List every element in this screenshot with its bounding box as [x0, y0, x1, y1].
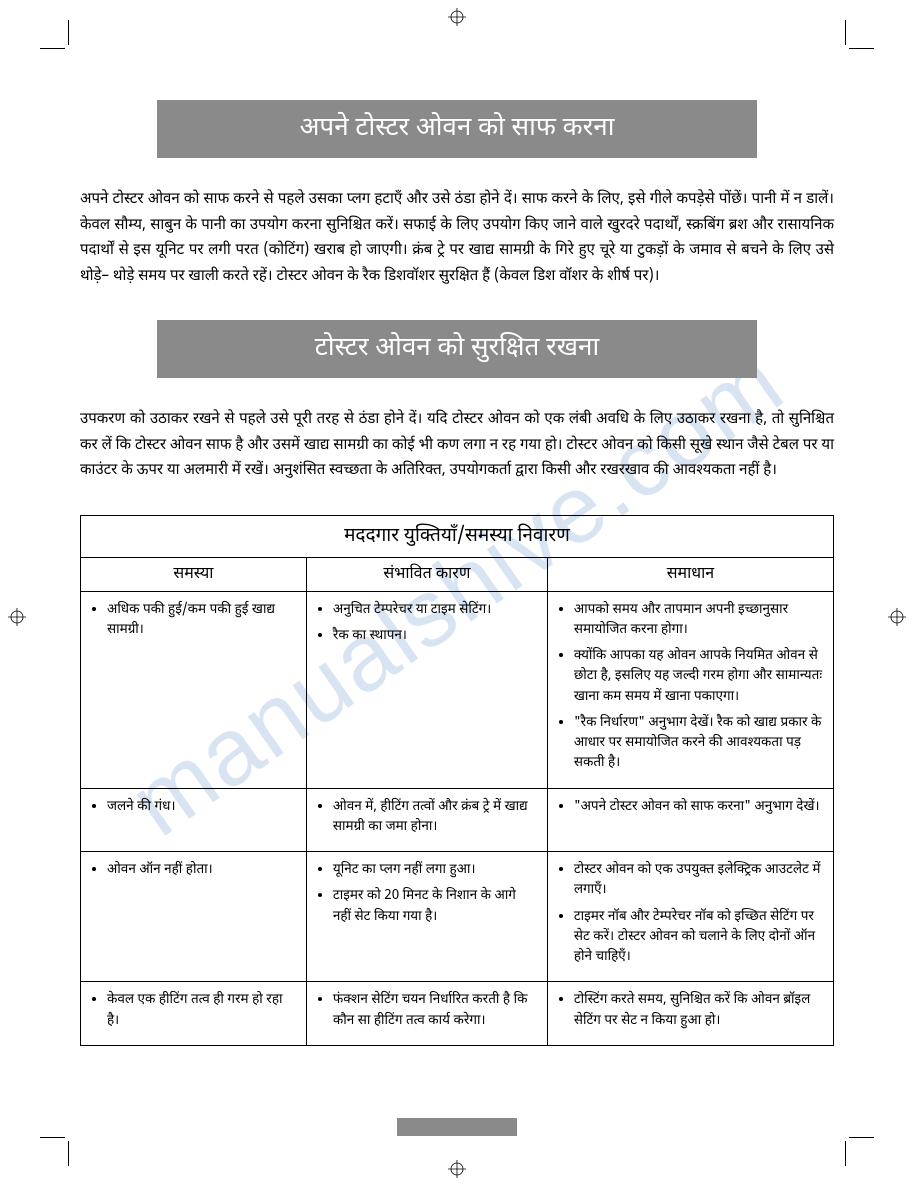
list-item: क्योंकि आपका यह ओवन आपके नियमित ओवन से छ…	[574, 646, 823, 707]
table-cell-solution: आपको समय और तापमान अपनी इच्छानुसार समायो…	[547, 591, 833, 788]
list-item: टोस्टिंग करते समय, सुनिश्चित करें कि ओवन…	[574, 990, 823, 1031]
list-item: "अपने टोस्टर ओवन को साफ करना" अनुभाग देख…	[574, 797, 823, 817]
table-cell-solution: टोस्टिंग करते समय, सुनिश्चित करें कि ओवन…	[547, 982, 833, 1046]
list-item: केवल एक हीटिंग तत्व ही गरम हो रहा है।	[107, 990, 296, 1031]
table-row: केवल एक हीटिंग तत्व ही गरम हो रहा है। फंक…	[81, 982, 834, 1046]
section-2-title: टोस्टर ओवन को सुरक्षित रखना	[157, 320, 757, 378]
list-item: "रैक निर्धारण" अनुभाग देखें। रैक को खाद्…	[574, 713, 823, 774]
crop-mark	[40, 1126, 80, 1166]
table-cell-problem: ओवन ऑन नहीं होता।	[81, 852, 307, 982]
list-item: टाइमर नॉब और टेम्परेचर नॉब को इच्छित सेट…	[574, 907, 823, 968]
table-title: मददगार युक्तियाँ/समस्या निवारण	[81, 515, 834, 557]
table-cell-cause: यूनिट का प्लग नहीं लगा हुआ। टाइमर को 20 म…	[306, 852, 547, 982]
table-header-cause: संभावित कारण	[306, 557, 547, 591]
list-item: फंक्शन सेटिंग चयन निर्धारित करती है कि क…	[333, 990, 537, 1031]
troubleshooting-table: मददगार युक्तियाँ/समस्या निवारण समस्या सं…	[80, 515, 834, 1046]
table-row: अधिक पकी हुई/कम पकी हुई खाद्य सामग्री।अन…	[81, 591, 834, 788]
table-cell-solution: टोस्टर ओवन को एक उपयुक्त इलेक्ट्रिक आउटल…	[547, 852, 833, 982]
registration-mark-icon	[448, 1160, 466, 1178]
table-row: ओवन ऑन नहीं होता। यूनिट का प्लग नहीं लगा …	[81, 852, 834, 982]
list-item: ओवन में, हीटिंग तत्वों और क्रंब ट्रे में…	[333, 797, 537, 838]
list-item: टोस्टर ओवन को एक उपयुक्त इलेक्ट्रिक आउटल…	[574, 860, 823, 901]
list-item: यूनिट का प्लग नहीं लगा हुआ।	[333, 860, 537, 880]
table-cell-cause: फंक्शन सेटिंग चयन निर्धारित करती है कि क…	[306, 982, 547, 1046]
section-2-body: उपकरण को उठाकर रखने से पहले उसे पूरी तरह…	[80, 408, 834, 485]
table-cell-cause: ओवन में, हीटिंग तत्वों और क्रंब ट्रे में…	[306, 788, 547, 852]
list-item: आपको समय और तापमान अपनी इच्छानुसार समायो…	[574, 600, 823, 641]
table-cell-solution: "अपने टोस्टर ओवन को साफ करना" अनुभाग देख…	[547, 788, 833, 852]
table-cell-problem: केवल एक हीटिंग तत्व ही गरम हो रहा है।	[81, 982, 307, 1046]
table-row: जलने की गंध। ओवन में, हीटिंग तत्वों और क्…	[81, 788, 834, 852]
list-item: जलने की गंध।	[107, 797, 296, 817]
list-item: रैक का स्थापन।	[333, 626, 537, 646]
list-item: ओवन ऑन नहीं होता।	[107, 860, 296, 880]
table-header-problem: समस्या	[81, 557, 307, 591]
crop-mark	[834, 1126, 874, 1166]
table-header-solution: समाधान	[547, 557, 833, 591]
section-1-body: अपने टोस्टर ओवन को साफ करने से पहले उसका…	[80, 188, 834, 290]
list-item: टाइमर को 20 मिनट के निशान के आगे नहीं से…	[333, 886, 537, 927]
list-item: अधिक पकी हुई/कम पकी हुई खाद्य सामग्री।	[107, 600, 296, 641]
list-item: अनुचित टेम्परेचर या टाइम सेटिंग।	[333, 600, 537, 620]
section-1-title: अपने टोस्टर ओवन को साफ करना	[157, 100, 757, 158]
table-cell-cause: अनुचित टेम्परेचर या टाइम सेटिंग। रैक का स…	[306, 591, 547, 788]
page-content: अपने टोस्टर ओवन को साफ करना अपने टोस्टर …	[0, 0, 914, 1126]
table-cell-problem: जलने की गंध।	[81, 788, 307, 852]
table-cell-problem: अधिक पकी हुई/कम पकी हुई खाद्य सामग्री।	[81, 591, 307, 788]
